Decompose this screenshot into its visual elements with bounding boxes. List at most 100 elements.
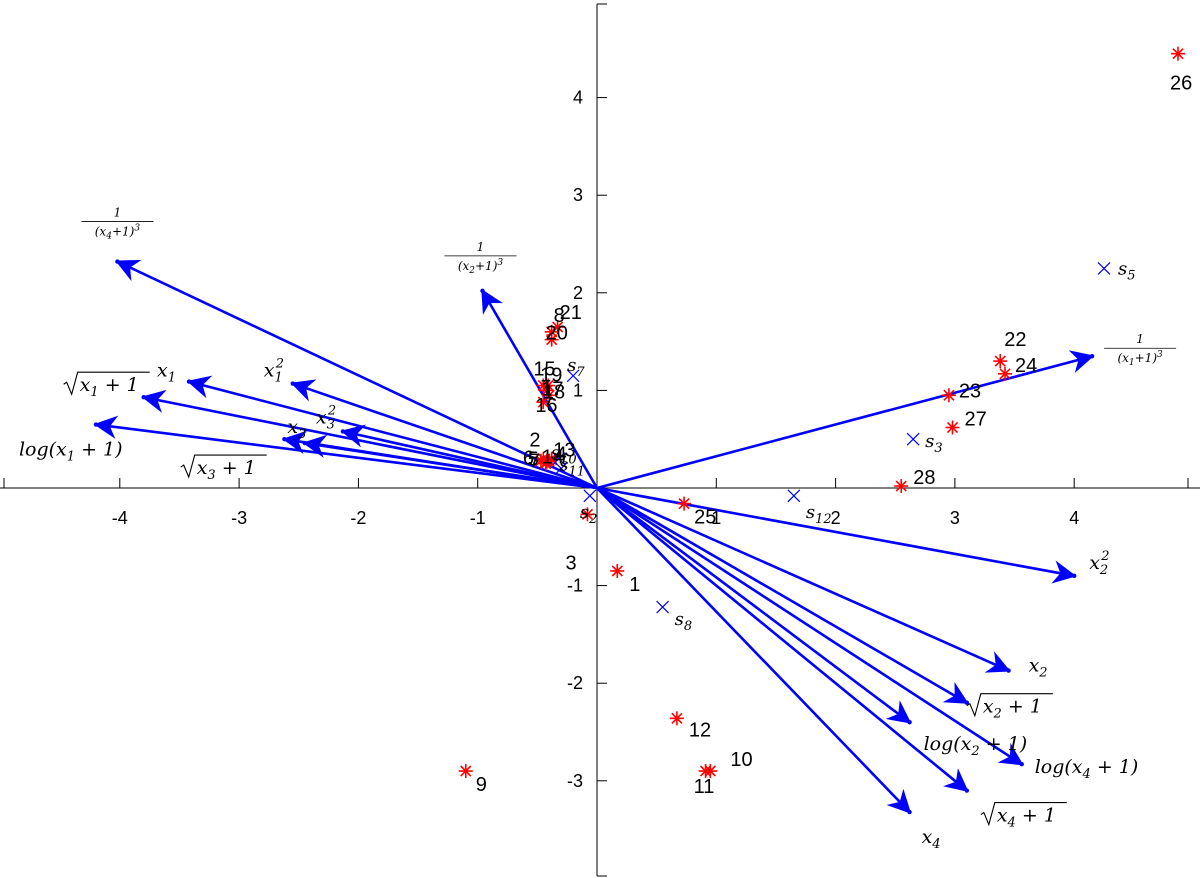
vector-label: log(x4 + 1) <box>1035 756 1139 782</box>
observation-25 <box>677 496 692 511</box>
vector-label: x4 <box>922 826 941 852</box>
x-tick-label: -1 <box>470 508 486 528</box>
vector-label: x3 + 1 <box>180 454 267 483</box>
observation-22 <box>993 354 1008 369</box>
vector-tip <box>115 259 120 264</box>
loading-vector-x1-1 <box>141 389 598 490</box>
supplementary-s11 <box>554 462 568 475</box>
vector-tip <box>340 429 346 434</box>
vector-arrow <box>596 486 1024 766</box>
x-tick-label: 3 <box>950 508 960 528</box>
x-tick-label: -4 <box>112 508 128 528</box>
vector-tip <box>282 437 287 442</box>
vector-label: x22 <box>1089 549 1109 578</box>
supplementary-label: s7 <box>567 355 585 380</box>
observation-label: 1 <box>629 574 640 596</box>
svg-text:(x4+1)3: (x4+1)3 <box>95 224 141 242</box>
svg-text:(x2+1)3: (x2+1)3 <box>458 258 504 276</box>
observation-26 <box>1170 46 1185 61</box>
supplementary-s12 <box>787 489 801 503</box>
vector-label: x12 <box>264 357 284 386</box>
observation-19 <box>541 378 556 393</box>
y-tick-label: 4 <box>573 88 583 108</box>
observation-label: 18 <box>543 381 565 403</box>
observation-24 <box>998 366 1013 381</box>
vector-tip <box>93 422 99 427</box>
loading-vector-x2 <box>596 486 1011 673</box>
vector-arrow <box>596 486 1011 673</box>
vector-tip <box>1019 762 1024 767</box>
vector-tip <box>964 788 970 793</box>
svg-text:x1 + 1: x1 + 1 <box>80 374 139 400</box>
observation-label: 11 <box>694 776 715 798</box>
observation-label: 4 <box>556 444 567 466</box>
supplementary-s5 <box>1097 261 1111 275</box>
vector-tip <box>907 720 912 725</box>
svg-text:x2 + 1: x2 + 1 <box>983 696 1042 722</box>
observation-21 <box>550 319 565 334</box>
observation-23 <box>941 388 956 403</box>
vector-label: x1 <box>157 360 176 386</box>
y-tick-label: -3 <box>567 771 583 791</box>
observation-9 <box>458 764 473 779</box>
observation-28 <box>894 479 909 494</box>
observation-label: 8 <box>554 305 565 327</box>
observation-13 <box>542 453 557 468</box>
observations <box>458 46 1185 779</box>
vector-label: log(x2 + 1) <box>924 733 1028 759</box>
observation-label: 10 <box>730 749 752 771</box>
supplementary-s7 <box>566 369 580 383</box>
observation-label: 9 <box>476 774 487 796</box>
observation-label: 5 <box>528 449 539 471</box>
observation-label: 28 <box>913 467 935 489</box>
loading-vectors <box>93 259 1095 815</box>
vector-tip <box>1072 573 1077 579</box>
observation-label: 22 <box>1004 329 1026 351</box>
vector-label: log(x1 + 1) <box>19 439 123 465</box>
supplementary-label: s2 <box>580 502 598 527</box>
observation-label: 17 <box>541 378 563 400</box>
loading-vector-x1 <box>186 375 598 490</box>
vector-tip <box>480 288 485 294</box>
loading-vector-log-x4-1 <box>596 486 1024 767</box>
observation-label: 25 <box>694 507 716 529</box>
observation-label: 6 <box>523 448 534 470</box>
vector-label: 1 (x1+1)3 <box>1104 332 1177 368</box>
supplementary-label: s8 <box>675 609 693 634</box>
vector-arrow <box>141 389 598 490</box>
vector-label: x32 <box>316 403 336 432</box>
vector-arrow <box>596 486 912 724</box>
observation-label: 23 <box>959 380 981 402</box>
observation-label: 3 <box>565 552 576 574</box>
observation-label: 2 <box>529 430 540 452</box>
x-tick-label: 1 <box>711 508 721 528</box>
y-tick-label: 3 <box>573 185 583 205</box>
observation-label: 16 <box>535 395 557 417</box>
x-tick-label: -3 <box>231 508 247 528</box>
vector-tip <box>186 379 192 384</box>
supplementary-points <box>552 261 1111 614</box>
observation-1 <box>610 563 625 578</box>
observation-label: 19 <box>540 365 562 387</box>
observation-12 <box>669 711 684 726</box>
svg-text:1: 1 <box>1136 332 1144 346</box>
loading-vector-log-x1-1 <box>93 415 598 490</box>
observation-label: 27 <box>965 408 987 430</box>
supplementary-s3 <box>906 432 920 446</box>
loading-vector-x2-1 <box>596 486 970 705</box>
observation-label: 15 <box>533 359 555 381</box>
x-tick-label: 2 <box>831 508 841 528</box>
observation-label: 24 <box>1015 355 1037 377</box>
observation-label: 12 <box>689 719 711 741</box>
vector-tip <box>290 381 295 386</box>
svg-text:1: 1 <box>477 240 485 254</box>
y-tick-label: 1 <box>573 380 583 400</box>
observation-20 <box>544 332 559 347</box>
vector-label: x2 <box>1029 655 1048 681</box>
observation-label: 7 <box>529 451 540 473</box>
svg-text:(x1+1)3: (x1+1)3 <box>1117 350 1163 368</box>
y-tick-label: 2 <box>573 283 583 303</box>
vector-arrow <box>596 486 1077 584</box>
